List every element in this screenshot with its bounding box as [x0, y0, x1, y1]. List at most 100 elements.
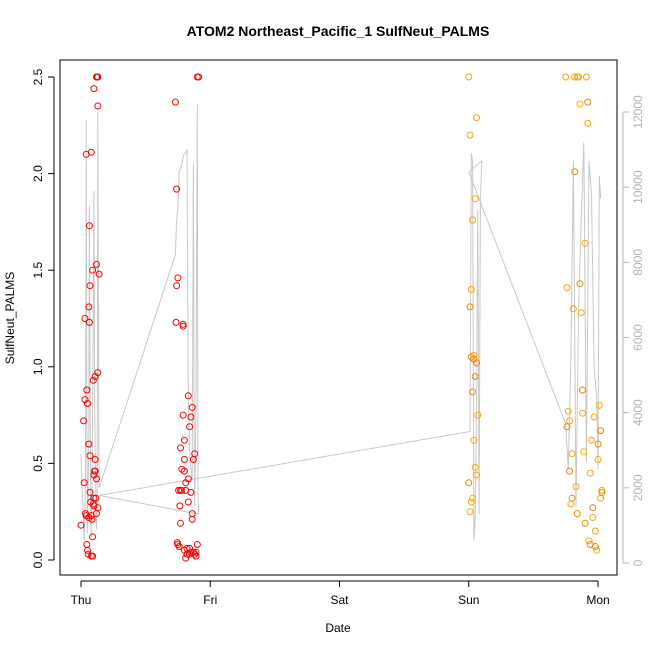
- data-point: [179, 411, 187, 419]
- data-point: [593, 546, 601, 554]
- data-point: [86, 452, 94, 460]
- data-point: [469, 494, 477, 502]
- data-point: [195, 73, 203, 81]
- data-point: [588, 436, 595, 444]
- data-point: [471, 463, 479, 471]
- data-point: [93, 73, 101, 81]
- data-point: [584, 119, 592, 127]
- data-point: [85, 222, 93, 230]
- data-point: [564, 407, 572, 415]
- data-point: [87, 148, 95, 156]
- y-tick-label: 0.5: [31, 455, 45, 472]
- data-point: [466, 131, 474, 139]
- y-right-tick-label: 6000: [631, 324, 645, 351]
- data-point: [174, 274, 182, 282]
- data-point: [572, 483, 580, 491]
- data-point: [188, 515, 196, 523]
- data-point: [81, 315, 89, 322]
- data-point: [568, 494, 576, 502]
- data-point: [469, 216, 477, 224]
- data-point: [89, 266, 97, 274]
- y-tick-label: 2.5: [31, 68, 45, 85]
- data-point: [589, 514, 597, 521]
- data-point: [182, 554, 190, 562]
- x-tick-label: Thu: [71, 593, 92, 607]
- data-point: [563, 284, 571, 292]
- data-point: [173, 185, 181, 193]
- data-point: [189, 548, 197, 556]
- data-point: [176, 502, 184, 510]
- data-point: [83, 386, 91, 394]
- data-point: [563, 423, 571, 431]
- data-point: [184, 392, 192, 400]
- data-point: [93, 260, 100, 268]
- data-point: [180, 436, 188, 444]
- x-tick-label: Mon: [586, 593, 609, 607]
- data-point: [183, 544, 191, 552]
- data-point: [566, 467, 574, 475]
- data-point: [473, 471, 480, 479]
- data-point: [77, 521, 85, 529]
- data-point: [591, 543, 599, 550]
- data-point: [466, 303, 474, 311]
- data-point: [173, 282, 181, 290]
- data-point: [186, 423, 194, 431]
- x-ticks-group: Thu Fri Sat Sun Mon: [71, 581, 610, 607]
- data-point: [466, 508, 474, 516]
- data-point: [90, 494, 98, 502]
- y-tick-label: 1.5: [31, 262, 45, 279]
- data-point: [80, 479, 88, 487]
- data-point: [594, 456, 602, 463]
- data-point: [193, 541, 201, 548]
- data-point: [469, 388, 477, 396]
- data-point: [85, 440, 93, 448]
- data-point: [562, 73, 570, 81]
- data-point: [471, 373, 479, 380]
- y-right-tick-label: 0: [631, 559, 645, 566]
- data-point: [576, 100, 584, 108]
- data-point: [177, 519, 184, 527]
- y-axis-label: SulfNeut_PALMS: [3, 272, 17, 365]
- data-point: [579, 386, 586, 394]
- data-point: [571, 168, 579, 176]
- data-point: [573, 510, 581, 518]
- data-point: [180, 456, 188, 463]
- data-point: [474, 411, 482, 419]
- data-point: [184, 475, 192, 483]
- y-right-tick-label: 12000: [631, 95, 645, 129]
- data-point: [89, 533, 97, 541]
- data-point: [175, 543, 183, 550]
- data-point: [590, 413, 598, 421]
- data-point: [94, 369, 102, 377]
- data-point: [598, 488, 606, 496]
- data-point: [589, 504, 597, 512]
- data-point: [86, 488, 94, 496]
- y-right-tick-label: 2000: [631, 474, 645, 501]
- data-point: [465, 73, 473, 81]
- data-point: [172, 318, 180, 326]
- data-point: [91, 467, 99, 475]
- data-point: [473, 359, 480, 367]
- data-point: [94, 504, 102, 512]
- data-point: [569, 305, 577, 313]
- x-axis-label: Date: [325, 621, 351, 635]
- data-point: [465, 479, 473, 487]
- data-point: [191, 450, 199, 458]
- data-point: [191, 550, 199, 558]
- data-point: [471, 195, 479, 203]
- data-point: [575, 73, 583, 81]
- y-right-tick-label: 4000: [631, 399, 645, 426]
- data-point: [85, 318, 93, 326]
- y-tick-label: 0.0: [31, 551, 45, 568]
- data-point: [582, 73, 590, 81]
- data-point: [186, 550, 194, 558]
- data-point: [86, 282, 94, 290]
- chart-title: ATOM2 Northeast_Pacific_1 SulfNeut_PALMS: [187, 23, 490, 39]
- data-point: [591, 527, 599, 535]
- data-point: [598, 486, 606, 494]
- y-right-ticks-group: 0 2000 4000 6000 8000 10000 12000: [623, 95, 645, 566]
- data-point: [579, 409, 586, 417]
- data-point: [80, 417, 88, 425]
- data-point: [584, 98, 592, 106]
